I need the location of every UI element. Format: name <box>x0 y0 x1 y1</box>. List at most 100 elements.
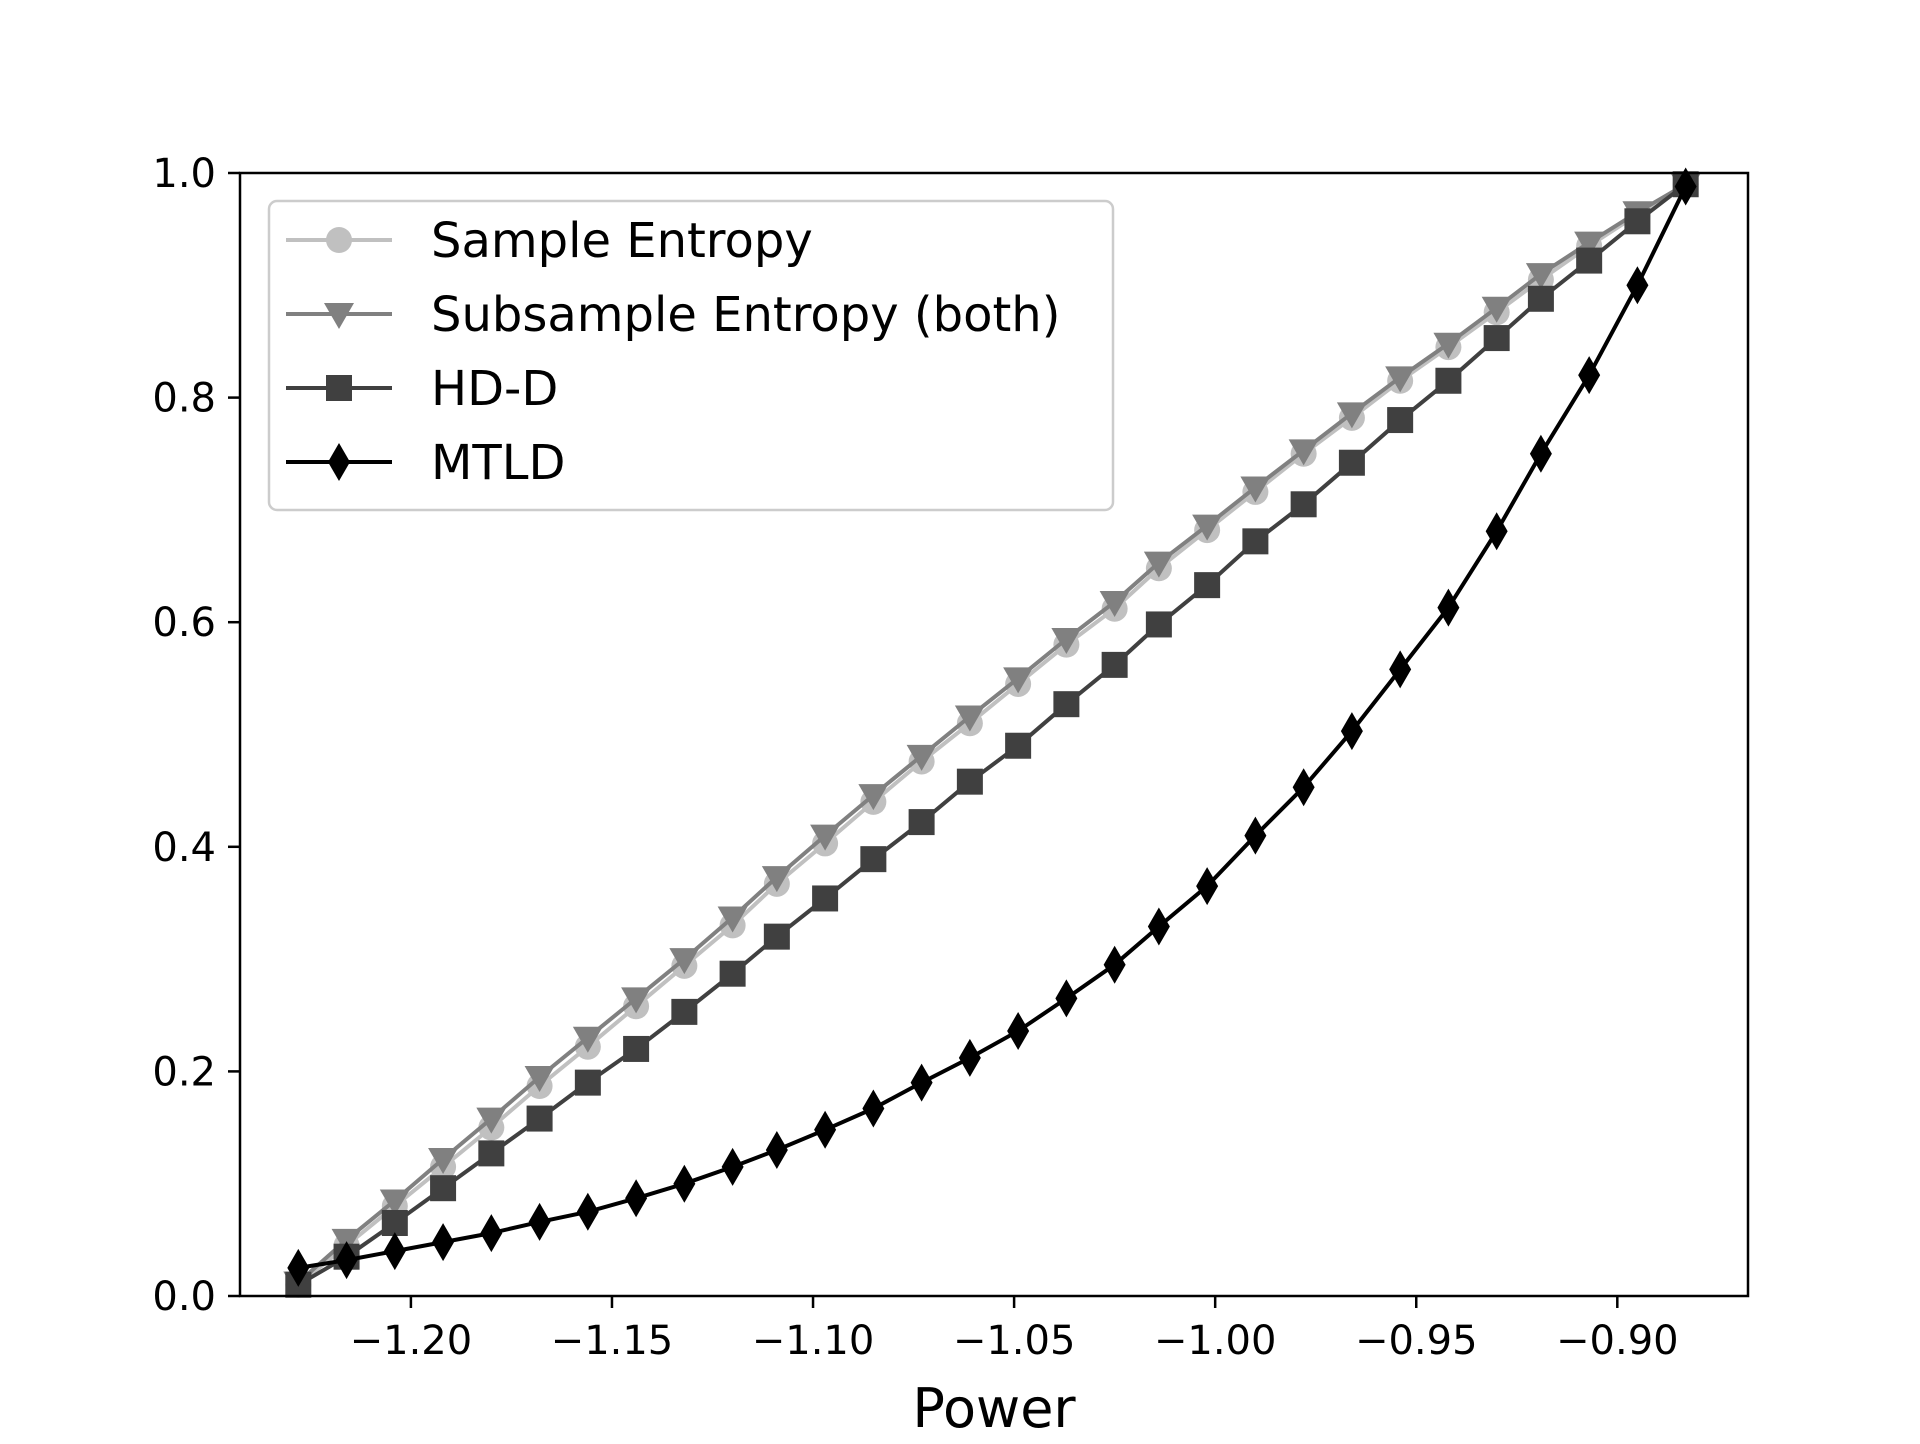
data-point <box>1053 691 1080 718</box>
data-point <box>1574 231 1605 258</box>
data-point <box>860 846 887 873</box>
data-point <box>1483 325 1510 352</box>
data-point <box>1338 449 1365 476</box>
data-point <box>1292 768 1315 807</box>
data-point <box>526 1105 553 1132</box>
data-point <box>381 1210 408 1237</box>
data-point <box>673 1164 696 1203</box>
legend-item: MTLD <box>286 435 565 491</box>
x-axis-label: Power <box>912 1377 1076 1440</box>
data-point <box>1340 712 1363 751</box>
legend-label: MTLD <box>431 435 565 491</box>
data-point <box>1624 208 1651 235</box>
x-axis: −1.20 −1.15 −1.10 −1.05 −1.00 −0.95 −0.90 <box>350 1296 1679 1364</box>
data-point <box>958 1038 981 1077</box>
data-point <box>1674 167 1697 206</box>
legend-item: Sample Entropy <box>286 213 813 269</box>
data-point <box>761 866 792 893</box>
x-tick-label: −1.00 <box>1154 1318 1277 1364</box>
data-point <box>1055 979 1078 1018</box>
series-3 <box>287 167 1697 1287</box>
legend-marker <box>326 375 352 401</box>
data-point <box>621 987 652 1014</box>
data-point <box>1437 588 1460 627</box>
data-point <box>430 1175 457 1202</box>
series-layer <box>283 167 1701 1298</box>
data-point <box>721 1147 744 1186</box>
legend-item: HD-D <box>286 361 558 417</box>
data-point <box>671 998 698 1025</box>
data-point <box>719 960 746 987</box>
data-point <box>379 1189 410 1216</box>
data-point <box>1101 651 1128 678</box>
data-point <box>476 1107 507 1134</box>
legend-marker <box>326 227 352 253</box>
data-point <box>1525 263 1556 290</box>
plot-frame <box>238 171 1750 1298</box>
x-tick-label: −0.95 <box>1355 1318 1478 1364</box>
data-point <box>1242 528 1269 555</box>
data-point <box>1099 590 1130 617</box>
data-point <box>1578 356 1601 395</box>
legend: Sample Entropy Subsample Entropy (both) HD… <box>267 199 1115 512</box>
data-point <box>1435 367 1462 394</box>
data-point <box>1626 266 1649 305</box>
legend-label: Subsample Entropy (both) <box>431 287 1060 343</box>
data-point <box>1003 667 1034 694</box>
data-point <box>1145 611 1172 638</box>
data-point <box>1007 1011 1030 1050</box>
legend-marker <box>324 303 354 329</box>
legend-label: Sample Entropy <box>431 213 813 269</box>
data-point <box>1336 402 1367 429</box>
x-tick-label: −1.20 <box>350 1318 473 1364</box>
data-point <box>1433 332 1464 359</box>
data-point <box>1103 945 1126 984</box>
data-point <box>1192 514 1223 541</box>
data-point <box>428 1147 459 1174</box>
data-point <box>812 885 839 912</box>
data-point <box>906 744 937 771</box>
data-point <box>717 906 748 933</box>
data-point <box>1288 439 1319 466</box>
data-point <box>432 1223 455 1262</box>
data-point <box>576 1192 599 1231</box>
legend-label: HD-D <box>431 361 558 417</box>
data-point <box>335 1241 358 1280</box>
data-point <box>480 1214 503 1253</box>
data-point <box>910 1063 933 1102</box>
data-point <box>1485 512 1508 551</box>
data-point <box>1385 366 1416 393</box>
y-tick-label: 0.4 <box>152 825 216 871</box>
data-point <box>765 1131 788 1170</box>
data-point <box>528 1202 551 1241</box>
data-point <box>763 923 790 950</box>
data-point <box>1147 907 1170 946</box>
x-tick-label: −1.15 <box>551 1318 674 1364</box>
data-point <box>574 1069 601 1096</box>
data-point <box>858 784 889 811</box>
data-point <box>1389 650 1412 689</box>
data-point <box>478 1140 505 1167</box>
data-point <box>1481 296 1512 323</box>
data-point <box>1529 434 1552 473</box>
legend-box <box>267 199 1115 512</box>
data-point <box>1576 247 1603 274</box>
x-tick-label: −1.10 <box>752 1318 875 1364</box>
data-point <box>383 1232 406 1271</box>
data-point <box>1240 476 1271 503</box>
data-point <box>287 1248 310 1287</box>
data-point <box>623 1035 650 1062</box>
data-point <box>1005 732 1032 759</box>
y-tick-label: 0.8 <box>152 376 216 422</box>
data-point <box>954 705 985 732</box>
legend-item: Subsample Entropy (both) <box>286 287 1060 343</box>
x-tick-label: −1.05 <box>953 1318 1076 1364</box>
data-point <box>625 1179 648 1218</box>
data-point <box>1196 867 1219 906</box>
data-point <box>862 1089 885 1128</box>
x-tick-label: −0.90 <box>1556 1318 1679 1364</box>
data-point <box>1194 572 1221 599</box>
data-point <box>1527 285 1554 312</box>
